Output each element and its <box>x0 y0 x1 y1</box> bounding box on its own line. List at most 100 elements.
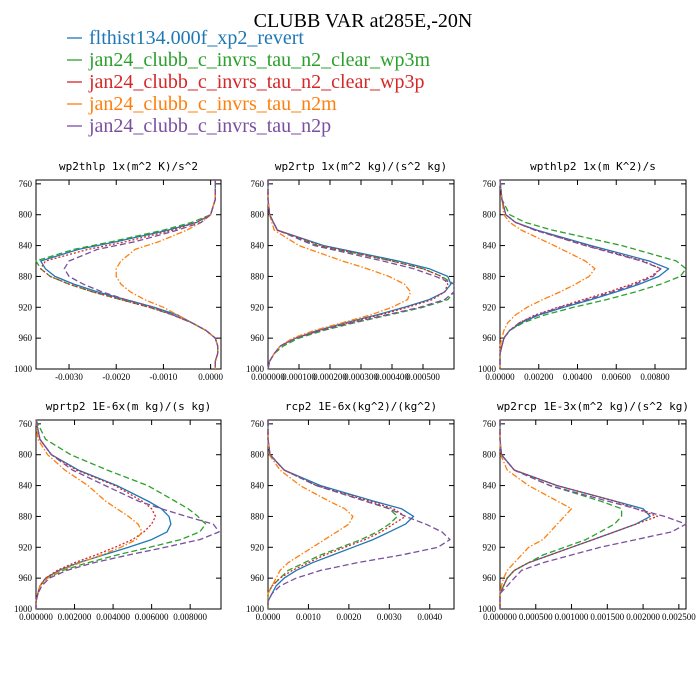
y-tick-label: 1000 <box>246 364 265 374</box>
chart-panel: wp2rcp 1E-3x(m^2 kg)/(s^2 kg)760 800 840 88… <box>478 400 696 622</box>
panel-title: rcp2 1E-6x(kg^2)/(kg^2) <box>285 400 437 413</box>
series-line <box>267 420 407 609</box>
legend-label: jan24_clubb_c_invrs_tau_n2_clear_wp3m <box>88 49 430 71</box>
series-line <box>499 420 687 609</box>
y-tick-label: 880 <box>19 511 33 521</box>
x-tick-label: 0.0020 <box>336 612 361 622</box>
x-tick-label: 0.000400 <box>375 372 409 382</box>
y-tick-label: 760 <box>19 419 33 429</box>
legend-entry: flthist134.000f_xp2_revert <box>67 27 304 49</box>
y-tick-label: 800 <box>251 210 265 220</box>
plot-frame <box>499 419 687 610</box>
y-tick-label: 880 <box>19 271 33 281</box>
y-tick-label: 960 <box>251 573 265 583</box>
plot-frame <box>35 179 222 370</box>
y-tick-label: 1000 <box>14 364 33 374</box>
legend-label: flthist134.000f_xp2_revert <box>89 27 304 49</box>
x-tick-label: 0.000000 <box>483 612 517 622</box>
series-line <box>267 180 455 370</box>
y-tick-label: 840 <box>251 481 265 491</box>
plot-frame <box>267 179 455 370</box>
legend-label: jan24_clubb_c_invrs_tau_n2m <box>88 93 337 115</box>
series-line <box>35 419 157 609</box>
x-tick-label: -0.0020 <box>102 372 130 382</box>
figure-title: CLUBB VAR at285E,-20N <box>254 10 473 32</box>
chart-panel: wpthlp2 1x(m K^2)/s 760 800 840 880 920 960 100… <box>478 160 687 382</box>
series-line <box>499 420 623 609</box>
series-line <box>267 420 399 609</box>
series-line <box>499 420 659 609</box>
series-line <box>63 180 219 369</box>
y-tick-label: 960 <box>483 333 497 343</box>
y-tick-label: 880 <box>251 271 265 281</box>
x-tick-label: 0.0010 <box>296 612 321 622</box>
y-tick-label: 1000 <box>14 604 33 614</box>
x-tick-label: 0.002000 <box>626 612 660 622</box>
x-tick-label: 0.002500 <box>662 612 696 622</box>
y-tick-label: 840 <box>19 241 33 251</box>
x-tick-label: 0.000200 <box>313 372 347 382</box>
series-line <box>499 420 651 609</box>
legend-label: jan24_clubb_c_invrs_tau_n2_clear_wp3p <box>88 71 424 93</box>
series-line <box>499 179 596 369</box>
x-tick-label: 0.002000 <box>58 612 92 622</box>
y-tick-label: 920 <box>19 542 33 552</box>
x-tick-label: 0.00800 <box>640 372 670 382</box>
x-tick-label: -0.0010 <box>150 372 178 382</box>
y-tick-label: 880 <box>483 271 497 281</box>
y-tick-label: 960 <box>251 333 265 343</box>
legend: flthist134.000f_xp2_revertjan24_clubb_c_… <box>67 27 430 137</box>
x-tick-label: 0.0000 <box>198 372 223 382</box>
y-tick-label: 960 <box>19 573 33 583</box>
x-tick-label: 0.000000 <box>19 612 53 622</box>
y-tick-label: 760 <box>483 179 497 189</box>
x-tick-label: 0.004000 <box>96 612 130 622</box>
chart-panel: rcp2 1E-6x(kg^2)/(kg^2) 760 800 840 880 920 96… <box>246 400 455 622</box>
y-tick-label: 760 <box>483 419 497 429</box>
legend-entry: jan24_clubb_c_invrs_tau_n2p <box>67 115 331 137</box>
y-tick-label: 840 <box>251 241 265 251</box>
x-tick-label: 0.000500 <box>519 612 553 622</box>
series-line <box>35 419 172 609</box>
y-tick-label: 960 <box>483 573 497 583</box>
y-tick-label: 760 <box>251 419 265 429</box>
x-tick-label: 0.001000 <box>555 612 589 622</box>
panel-title: wp2rtp 1x(m^2 kg)/(s^2 kg) <box>275 160 447 173</box>
series-line <box>499 179 662 369</box>
legend-entry: jan24_clubb_c_invrs_tau_n2_clear_wp3m <box>67 49 430 71</box>
x-tick-label: 0.006000 <box>135 612 169 622</box>
plot-frame <box>35 419 222 610</box>
y-tick-label: 800 <box>19 210 33 220</box>
plot-frame <box>267 419 455 610</box>
panel-title: wprtp2 1E-6x(m kg)/(s kg) <box>46 400 212 413</box>
y-tick-label: 1000 <box>246 604 265 614</box>
series-line <box>499 420 573 609</box>
y-tick-label: 920 <box>251 302 265 312</box>
y-tick-label: 800 <box>483 210 497 220</box>
y-tick-label: 800 <box>19 450 33 460</box>
y-tick-label: 760 <box>251 179 265 189</box>
y-tick-label: 840 <box>483 241 497 251</box>
y-tick-label: 920 <box>19 302 33 312</box>
series-line <box>40 180 219 369</box>
x-tick-label: -0.0030 <box>55 372 83 382</box>
chart-panel: wp2thlp 1x(m^2 K)/s^2 760 800 840 880 920 960 1… <box>14 160 223 382</box>
series-line <box>35 419 143 609</box>
panel-title: wp2rcp 1E-3x(m^2 kg)/(s^2 kg) <box>497 400 689 413</box>
y-tick-label: 1000 <box>478 364 497 374</box>
x-tick-label: 0.001500 <box>590 612 624 622</box>
y-tick-label: 840 <box>483 481 497 491</box>
y-tick-label: 920 <box>483 542 497 552</box>
y-tick-label: 880 <box>251 511 265 521</box>
y-tick-label: 1000 <box>478 604 497 614</box>
y-tick-label: 840 <box>19 481 33 491</box>
series-line <box>35 419 220 609</box>
x-tick-label: 0.000300 <box>344 372 378 382</box>
y-tick-label: 960 <box>19 333 33 343</box>
legend-entry: jan24_clubb_c_invrs_tau_n2m <box>67 93 337 115</box>
series-line <box>499 179 670 369</box>
x-tick-label: 0.0040 <box>417 612 442 622</box>
x-tick-label: 0.000000 <box>251 372 285 382</box>
series-line <box>267 420 451 609</box>
series-line <box>499 179 662 369</box>
